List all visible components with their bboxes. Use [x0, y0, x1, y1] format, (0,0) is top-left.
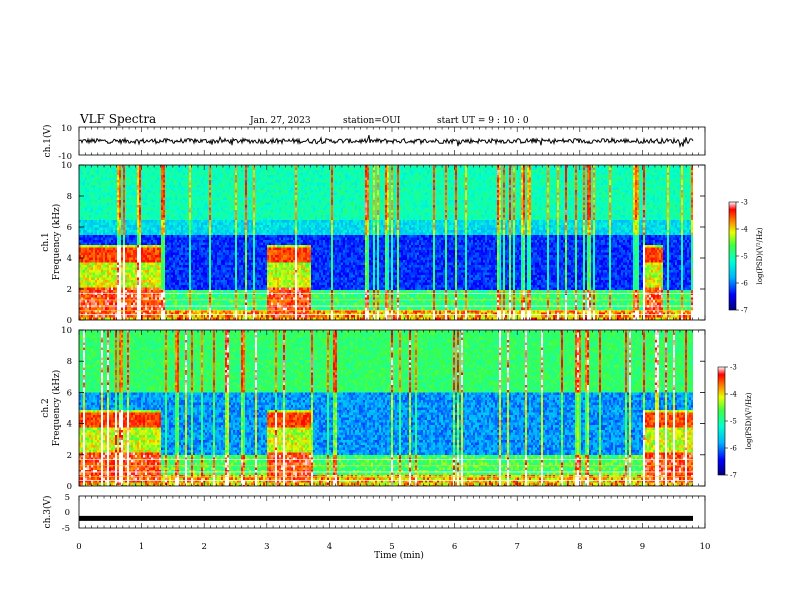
ch2-spec-ytick-8: 8: [67, 357, 72, 367]
start-time-label: start UT = 9 : 10 : 0: [437, 116, 529, 126]
ch2-spec-ytick-10: 10: [61, 326, 72, 336]
x-tick-0: 0: [76, 542, 81, 552]
ch2-spec-ytick-2: 2: [67, 451, 72, 461]
ch1-colorbar-tick--7: -7: [741, 307, 748, 315]
ch2-spec-ytick-0: 0: [67, 482, 72, 492]
x-tick-1: 1: [139, 542, 144, 552]
ch1-ytick-bottom: -10: [58, 152, 72, 162]
ch2-colorbar-tick--4: -4: [730, 391, 737, 399]
ch1-spec-ytick-8: 8: [67, 192, 72, 202]
ch2-spec-ylabel-ch: ch.2: [41, 398, 51, 417]
ch2-colorbar-tick--7: -7: [730, 472, 737, 480]
station-label: station=OUI: [343, 116, 401, 126]
x-tick-4: 4: [327, 542, 332, 552]
x-tick-3: 3: [264, 542, 269, 552]
figure-title: VLF Spectra: [79, 112, 156, 126]
time-axis: 0 1 2 3 4 5 6 7 8 9 10: [76, 542, 710, 552]
ch1-colorbar-tick--5: -5: [741, 253, 748, 261]
ch1-colorbar-tick--4: -4: [741, 226, 748, 234]
ch1-spec-ytick-0: 0: [67, 316, 72, 326]
ch1-ylabel: ch.1(V): [42, 125, 53, 158]
ch1-colorbar-tick--3: -3: [741, 199, 748, 207]
ch1-colorbar: [728, 201, 737, 311]
ch2-colorbar-tick--6: -6: [730, 445, 737, 453]
ch2-spec-ylabel-freq: Frequency (kHz): [51, 370, 62, 447]
x-axis-label: Time (min): [374, 550, 424, 561]
x-tick-2: 2: [201, 542, 206, 552]
ch1-spec-ytick-10: 10: [61, 161, 72, 171]
x-tick-8: 8: [577, 542, 582, 552]
ch1-spec-ytick-6: 6: [67, 223, 72, 233]
ch3-ytick-bottom: -5: [62, 524, 70, 534]
x-tick-5: 5: [389, 542, 394, 552]
date-label: Jan. 27, 2023: [249, 116, 311, 126]
ch3-ylabel: ch.3(V): [42, 496, 53, 529]
x-tick-6: 6: [452, 542, 457, 552]
ch2-spec-ytick-6: 6: [67, 388, 72, 398]
x-tick-7: 7: [514, 542, 519, 552]
ch2-colorbar-label: log(PSD)(V²/Hz): [745, 392, 753, 449]
ch3-ytick-mid: 0: [65, 508, 70, 518]
ch1-colorbar-tick--6: -6: [741, 280, 748, 288]
ch1-series-line: [78, 134, 694, 149]
ch1-spec-ytick-4: 4: [67, 254, 72, 264]
ch2-spec-ytick-4: 4: [67, 420, 72, 430]
ch1-ytick-top: 10: [61, 124, 72, 134]
x-tick-9: 9: [640, 542, 645, 552]
ch1-spec-ytick-2: 2: [67, 285, 72, 295]
ch2-colorbar: [717, 366, 726, 476]
ch1-colorbar-label: log(PSD)(V²/Hz): [756, 227, 764, 284]
ch2-colorbar-tick--3: -3: [730, 364, 737, 372]
ch3-ytick-top: 5: [65, 493, 70, 503]
ch2-colorbar-tick--5: -5: [730, 418, 737, 426]
x-tick-10: 10: [700, 542, 711, 552]
ch1-spec-ylabel-freq: Frequency (kHz): [51, 204, 62, 281]
ch1-spec-ylabel-ch: ch.1: [41, 232, 51, 251]
